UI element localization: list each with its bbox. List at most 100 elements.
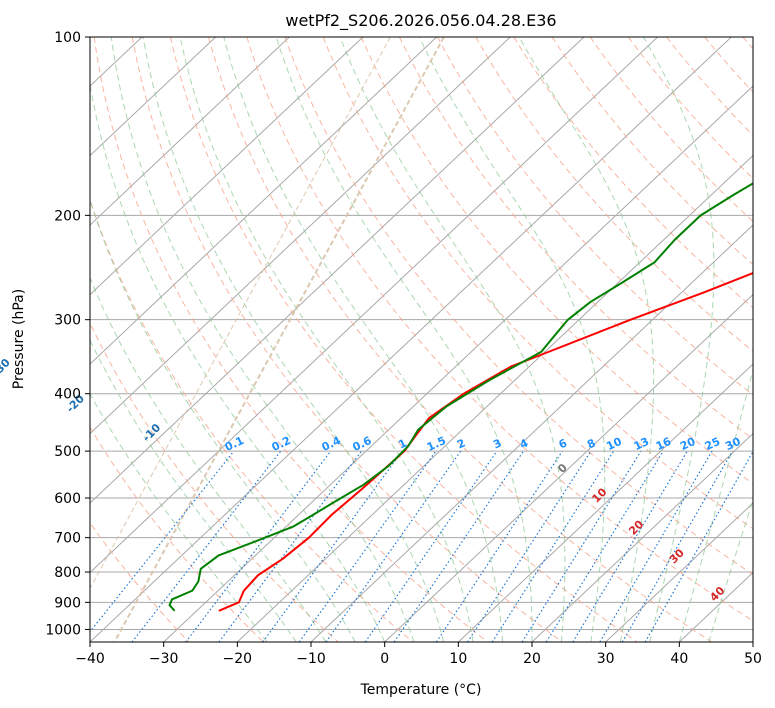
- mixing-ratio-label: 30: [723, 435, 743, 453]
- isotherm-line: [90, 37, 364, 296]
- isotherm-line: [752, 641, 753, 642]
- moist-adiabat-line: [90, 81, 386, 642]
- mixing-ratio-line: [90, 450, 235, 633]
- mixing-ratio-line: [545, 450, 664, 642]
- y-axis-label: Pressure (hPa): [11, 289, 27, 389]
- x-tick-label: 50: [744, 651, 762, 667]
- mixing-ratio-line: [325, 450, 462, 642]
- y-tick-label: 500: [54, 444, 81, 460]
- dry-adiabat-line: [90, 521, 190, 642]
- moist-adiabat-label: 40: [707, 584, 727, 604]
- mixing-ratio-line: [572, 450, 688, 642]
- moist-adiabat-line: [90, 276, 327, 642]
- mixing-ratio-label: 1: [396, 436, 408, 451]
- mixing-ratio-label: 10: [604, 435, 624, 453]
- saturation-curve: [90, 37, 391, 590]
- mixing-ratio-line: [621, 450, 734, 642]
- x-tick-label: 40: [670, 651, 688, 667]
- y-tick-label: 1000: [45, 622, 81, 638]
- dry-adiabat-line: [322, 37, 753, 530]
- moist-adiabat-line: [179, 37, 474, 642]
- mixing-ratio-line: [521, 450, 642, 642]
- dry-adiabat-label: -10: [140, 421, 163, 444]
- x-tick-label: 20: [523, 651, 541, 667]
- mixing-ratio-label: 13: [632, 435, 651, 453]
- mixing-ratio-label: 25: [703, 435, 722, 453]
- mixing-ratio-line: [298, 450, 437, 642]
- y-tick-label: 700: [54, 531, 81, 547]
- x-tick-label: −20: [223, 651, 253, 667]
- y-tick-label: 800: [54, 565, 81, 581]
- isotherm-line: [90, 37, 511, 435]
- mixing-ratio-label: 4: [518, 436, 531, 451]
- dry-adiabat-line: [169, 37, 638, 642]
- x-tick-label: −40: [75, 651, 105, 667]
- isotherm-line: [236, 154, 753, 642]
- chart-title: wetPf2_S206.2026.056.04.28.E36: [285, 11, 556, 31]
- x-tick-label: 0: [380, 651, 389, 667]
- x-tick-label: −30: [149, 651, 179, 667]
- y-tick-label: 300: [54, 313, 81, 329]
- x-axis-label: Temperature (°C): [360, 682, 482, 698]
- x-tick-label: −10: [296, 651, 326, 667]
- dry-adiabat-line: [90, 321, 339, 642]
- dewpoint-profile-line: [168, 182, 753, 612]
- moist-adiabat-line: [708, 498, 753, 642]
- isotherm-line: [678, 571, 753, 642]
- isotherm-line: [605, 502, 753, 642]
- dry-adiabat-line: [666, 37, 753, 137]
- plot-frame: [89, 36, 754, 643]
- isotherm-line: [163, 85, 753, 642]
- moist-adiabat-label: 0: [555, 461, 570, 476]
- plot-area: [90, 37, 753, 642]
- moist-adiabat-line: [90, 198, 356, 642]
- dry-adiabat-line: [742, 37, 753, 50]
- isotherm-line: [90, 37, 585, 504]
- moist-adiabat-line: [275, 37, 533, 642]
- mixing-ratio-line: [393, 450, 524, 642]
- temperature-profile-line: [218, 271, 753, 612]
- mixing-ratio-line: [364, 450, 498, 642]
- y-tick-label: 200: [54, 208, 81, 224]
- y-tick-label: 100: [54, 30, 81, 46]
- mixing-ratio-line: [491, 450, 615, 642]
- plot-overlay: -100-90-80-70-60-50-40-30-20-100.10.20.4…: [0, 30, 762, 667]
- isotherm-line: [457, 363, 753, 642]
- moist-adiabat-line: [142, 37, 445, 642]
- moist-adiabat-line: [223, 37, 504, 642]
- isotherm-line: [90, 37, 437, 365]
- mixing-ratio-label: 6: [557, 436, 570, 451]
- mixing-ratio-line: [131, 450, 282, 642]
- moist-adiabat-label: 30: [667, 546, 687, 566]
- mixing-ratio-label: 16: [654, 435, 674, 453]
- saturation-curve: [113, 37, 445, 642]
- moist-adiabat-line: [90, 392, 268, 642]
- mixing-ratio-line: [644, 450, 753, 642]
- isotherm-line: [90, 37, 732, 642]
- x-tick-label: 10: [449, 651, 467, 667]
- moist-adiabat-line: [418, 37, 606, 642]
- y-tick-label: 400: [54, 387, 81, 403]
- moist-adiabat-line: [110, 37, 415, 642]
- dry-adiabat-line: [131, 37, 563, 642]
- x-tick-label: 30: [597, 651, 615, 667]
- moist-adiabat-line: [339, 37, 566, 642]
- isotherm-line: [90, 37, 216, 157]
- dry-adiabat-line: [208, 37, 712, 642]
- moist-adiabat-line: [518, 37, 655, 642]
- dry-adiabat-line: [246, 37, 753, 622]
- mixing-ratio-label: 3: [491, 436, 503, 451]
- mixing-ratio-label: 8: [585, 436, 597, 451]
- isotherm-line: [90, 37, 658, 574]
- y-tick-label: 600: [54, 491, 81, 507]
- dry-adiabat-line: [90, 426, 264, 642]
- mixing-ratio-line: [262, 450, 403, 642]
- dry-adiabat-line: [437, 37, 753, 396]
- mixing-ratio-line: [435, 450, 563, 642]
- moist-adiabat-line: [642, 37, 715, 642]
- isotherm-line: [90, 37, 290, 226]
- mixing-ratio-line: [467, 450, 592, 642]
- moist-adiabat-line: [678, 367, 753, 642]
